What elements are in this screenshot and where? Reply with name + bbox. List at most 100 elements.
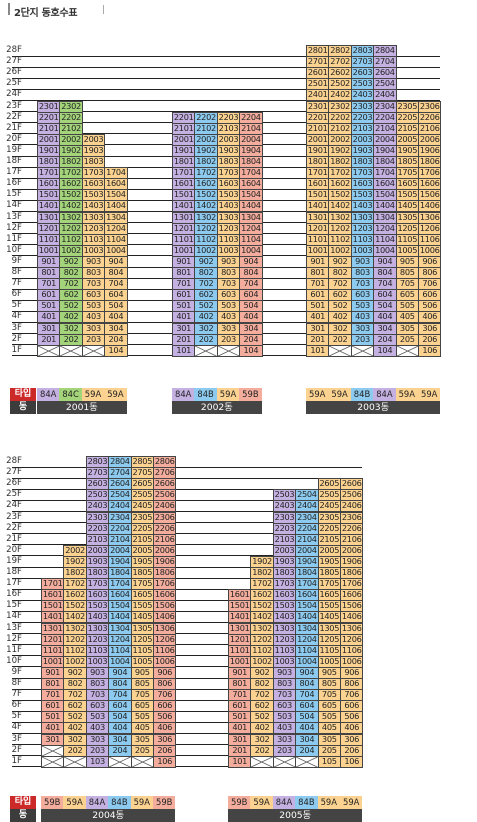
empty-unit-cell <box>194 344 218 357</box>
floor-label: 15F <box>6 189 22 200</box>
floor-label: 4F <box>11 311 22 322</box>
unit-type-cell: 59A <box>216 388 240 401</box>
floor-label: 16F <box>6 589 22 600</box>
building-name-bar: 2005동 <box>228 809 363 822</box>
floor-baseline <box>12 555 363 557</box>
floor-baseline <box>12 766 363 768</box>
floor-label: 14F <box>6 611 22 622</box>
floor-baseline <box>12 744 363 746</box>
unit-cell: 1506 <box>340 600 364 613</box>
floor-label: 1F <box>11 755 22 766</box>
floor-baseline <box>12 511 363 512</box>
floor-baseline <box>12 88 441 90</box>
floor-label: 8F <box>11 678 22 688</box>
floor-label: 25F <box>6 78 22 89</box>
unit-cell: 103 <box>85 755 110 768</box>
floor-baseline <box>12 644 363 646</box>
floor-label: 12F <box>6 222 22 233</box>
floor-label: 26F <box>6 478 22 489</box>
title-separator <box>103 5 104 14</box>
unit-cell: 104 <box>373 344 397 357</box>
floor-label: 6F <box>11 700 22 711</box>
unit-type-cell: 59A <box>104 388 127 401</box>
floor-label: 19F <box>6 555 22 566</box>
empty-unit-cell <box>350 344 375 357</box>
floor-baseline <box>12 721 363 723</box>
unit-type-cell: 84C <box>59 388 82 401</box>
floor-label: 2F <box>11 744 22 755</box>
unit-cell: 606 <box>153 700 177 713</box>
floor-label: 17F <box>6 578 22 589</box>
floor-baseline <box>12 77 441 79</box>
unit-type-cell: 84B <box>295 796 318 809</box>
empty-unit-cell <box>59 344 83 357</box>
unit-cell: 106 <box>153 755 177 768</box>
floor-baseline <box>12 599 363 601</box>
unit-type-cell: 59A <box>306 388 329 401</box>
floor-baseline <box>12 566 363 568</box>
unit-type-cell: 84B <box>350 388 374 401</box>
floor-label: 22F <box>6 522 22 533</box>
floor-label: 15F <box>6 600 22 611</box>
floor-baseline <box>12 710 363 712</box>
unit-cell: 104 <box>104 344 128 357</box>
unit-cell: 504 <box>104 300 128 313</box>
title-marker <box>8 3 10 15</box>
unit-cell: 101 <box>172 344 196 357</box>
floor-label: 7F <box>11 689 22 700</box>
floor-label: 24F <box>6 89 22 100</box>
floor-baseline <box>12 755 363 757</box>
unit-cell: 2606 <box>340 478 364 491</box>
floor-label: 20F <box>6 133 22 144</box>
unit-cell: 2504 <box>373 78 397 91</box>
unit-type-cell: 84A <box>85 796 109 809</box>
unit-cell: 1106 <box>340 644 364 657</box>
floor-label: 9F <box>11 255 22 266</box>
empty-unit-cell <box>41 755 65 768</box>
empty-unit-cell <box>81 344 106 357</box>
floor-label: 13F <box>6 211 22 222</box>
floor-label: 3F <box>11 733 22 744</box>
empty-unit-cell <box>108 755 132 768</box>
empty-unit-cell <box>328 344 352 357</box>
unit-type-cell: 84B <box>108 796 131 809</box>
unit-cell: 104 <box>239 344 263 357</box>
floor-baseline <box>12 477 363 479</box>
floor-label: 28F <box>6 456 22 466</box>
floor-label: 28F <box>6 45 22 55</box>
unit-type-cell: 84A <box>373 388 396 401</box>
floor-baseline <box>12 655 363 657</box>
building-name-bar: 2001동 <box>37 401 127 414</box>
floor-label: 11F <box>6 644 22 655</box>
empty-unit-cell <box>63 755 87 768</box>
empty-unit-cell <box>272 755 297 768</box>
empty-unit-cell <box>216 344 241 357</box>
floor-baseline <box>12 688 363 690</box>
floor-baseline <box>12 533 363 535</box>
floor-label: 11F <box>6 233 22 244</box>
unit-type-cell: 59A <box>63 796 86 809</box>
building-name-bar: 2002동 <box>172 401 262 414</box>
unit-cell: 106 <box>340 755 364 768</box>
type-row-label: 타입 <box>10 388 36 401</box>
floor-label: 25F <box>6 489 22 500</box>
unit-cell: 1806 <box>153 567 177 580</box>
floor-baseline <box>12 699 363 701</box>
floor-baseline <box>12 522 363 524</box>
unit-type-cell: 84A <box>172 388 195 401</box>
floor-label: 8F <box>11 267 22 277</box>
floor-baseline <box>12 100 441 101</box>
empty-unit-cell <box>250 755 274 768</box>
floor-label: 9F <box>11 666 22 677</box>
unit-cell: 105 <box>317 755 341 768</box>
building-name-bar: 2004동 <box>41 809 176 822</box>
floor-baseline <box>12 622 363 623</box>
floor-baseline <box>12 666 363 668</box>
floor-label: 19F <box>6 144 22 155</box>
floor-baseline <box>12 588 363 590</box>
floor-label: 12F <box>6 633 22 644</box>
floor-label: 2F <box>11 333 22 344</box>
unit-type-cell: 59B <box>153 796 176 809</box>
building-row-label: 동 <box>10 809 36 822</box>
